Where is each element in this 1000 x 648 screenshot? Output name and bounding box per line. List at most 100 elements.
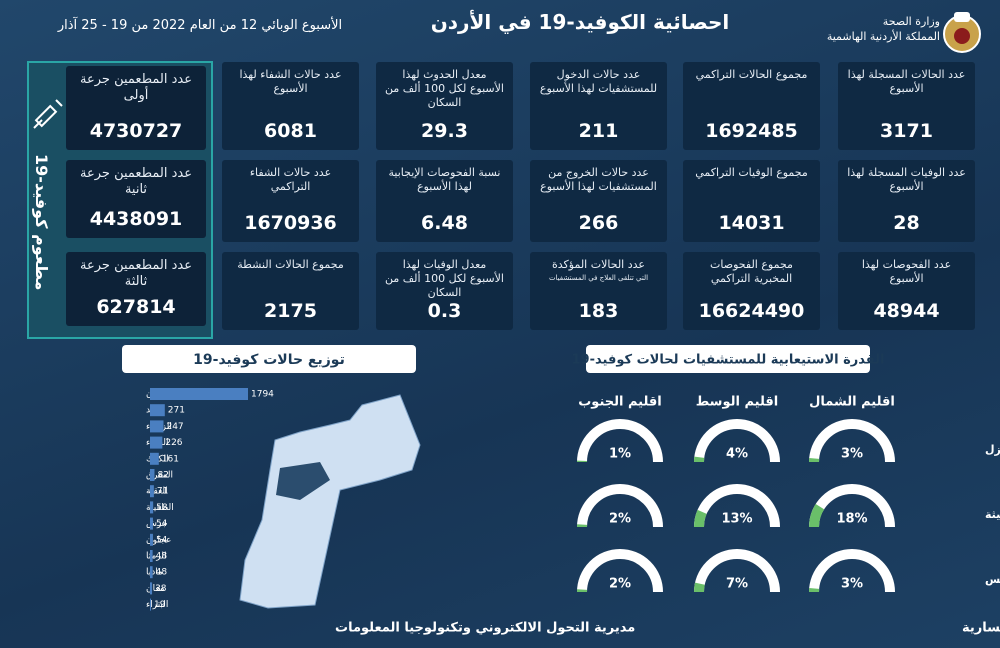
stat-label: معدل الوفيات لهذا الأسبوع لكل 100 ألف من…	[385, 258, 504, 299]
vaccine-label: عدد المطعمين جرعة ثالثة	[80, 258, 192, 289]
stat-label: عدد الحالات المؤكدة	[552, 258, 645, 271]
bar	[150, 388, 248, 400]
section-box	[122, 345, 416, 373]
value-label: 48	[156, 568, 168, 578]
value-label: 19	[154, 600, 166, 610]
ministry-block: وزارة الصحة المملكة الأردنية الهاشمية	[827, 14, 940, 44]
stat-value: 1670936	[244, 212, 337, 234]
gauge-track	[577, 419, 663, 463]
value-label: 38	[155, 584, 167, 594]
footer-left: مديرية التحول الالكتروني وتكنولوجيا المع…	[335, 621, 635, 636]
gauge-title: القدرة الاستيعابية للمستشفيات لحالات كوف…	[572, 353, 885, 368]
bar	[150, 566, 153, 579]
gauge-label: 2%	[609, 577, 631, 592]
row-label: نسبة اشغال اسرة العزل	[985, 443, 1000, 456]
bar	[150, 420, 164, 433]
value-label: 54	[156, 535, 168, 545]
gauge-track	[577, 484, 663, 528]
stat-label: نسبة الفحوصات الإيجابية لهذا الأسبوع	[388, 166, 501, 193]
stat-label: عدد حالات الدخول للمستشفيات لهذا الأسبوع	[539, 68, 658, 95]
gauge-label: 18%	[836, 512, 867, 527]
stat-value: 0.3	[427, 300, 462, 322]
gauge-track	[694, 484, 780, 528]
category-label: البتراء	[146, 600, 168, 610]
stat-card: مجموع الوفيات التراكمي 14031	[683, 160, 820, 242]
vaccine-value: 4438091	[89, 208, 183, 230]
value-label: 54	[156, 519, 168, 529]
bar	[150, 533, 153, 546]
vaccine-value: 627814	[96, 296, 176, 318]
gauge-label: 7%	[726, 577, 748, 592]
emblem	[943, 12, 981, 53]
row-label: نسبة اشغال اسرة العناية الحثيثة	[985, 508, 1000, 521]
value-label: 58	[156, 503, 168, 513]
gauge-label: 2%	[609, 512, 631, 527]
stat-card: عدد حالات الخروج من المستشفيات لهذا الأس…	[530, 160, 667, 242]
stat-note: التي تتلقى العلاج في المستشفيات	[548, 274, 649, 282]
gauge-track	[577, 549, 663, 593]
bar	[150, 452, 159, 465]
gauge-label: 1%	[609, 447, 631, 462]
stat-card: مجموع الحالات التراكمي 1692485	[683, 62, 820, 150]
value-label: 226	[165, 438, 182, 448]
stat-value: 183	[578, 300, 619, 322]
stat-card: عدد حالات الدخول للمستشفيات لهذا الأسبوع…	[530, 62, 667, 150]
stat-label: مجموع الحالات النشطة	[237, 258, 344, 271]
category-label: العقبة	[146, 487, 168, 497]
category-label: مادبا	[146, 568, 163, 578]
map-amman	[276, 462, 330, 500]
stat-label: عدد حالات الشفاء لهذا الأسبوع	[239, 68, 342, 95]
stat-card: مجموع الحالات النشطة 2175	[222, 252, 359, 330]
syringe-icon	[33, 99, 63, 129]
vaccine-label: عدد المطعمين جرعة أولى	[80, 72, 192, 103]
stat-card: معدل الحدوث لهذا الأسبوع لكل 100 ألف من …	[376, 62, 513, 150]
category-label: عجلون	[146, 535, 171, 545]
stat-label: عدد حالات الشفاء التراكمي	[249, 166, 332, 193]
bar	[150, 404, 165, 417]
bar	[150, 469, 155, 481]
stat-value: 14031	[718, 212, 785, 234]
gauge-track	[694, 549, 780, 593]
vaccine-title: مطعوم كوفيد-19	[32, 153, 51, 290]
stat-card: عدد حالات الشفاء لهذا الأسبوع 6081	[222, 62, 359, 150]
bar	[150, 550, 153, 562]
value-label: 71	[157, 487, 168, 497]
row-label: نسبة اشغال اجهزة التنفس	[985, 573, 1000, 586]
stat-label: عدد الفحوصات لهذا الأسبوع	[861, 258, 952, 285]
bar	[150, 582, 153, 595]
region-label: اقليم الوسط	[696, 395, 779, 410]
value-label: 48	[156, 552, 168, 562]
title: احصائية الكوفيد-19 في الأردن	[430, 10, 730, 34]
stat-card: عدد الوفيات المسجلة لهذا الأسبوع 28	[838, 160, 975, 242]
stat-label: عدد الوفيات المسجلة لهذا الأسبوع	[847, 166, 966, 193]
gauge-arc	[694, 509, 707, 528]
stat-label: عدد الحالات المسجلة لهذا الأسبوع	[847, 68, 966, 95]
stat-value: 266	[578, 212, 619, 234]
stat-card: عدد الحالات المسجلة لهذا الأسبوع 3171	[838, 62, 975, 150]
vaccine-label: عدد المطعمين جرعة ثانية	[80, 166, 192, 197]
bar	[150, 485, 154, 498]
stat-label: مجموع الحالات التراكمي	[695, 68, 808, 81]
stat-value: 16624490	[698, 300, 805, 322]
bar	[150, 501, 154, 514]
stat-value: 48944	[873, 300, 940, 322]
stat-label: عدد حالات الخروج من المستشفيات لهذا الأس…	[540, 166, 657, 193]
stat-value: 29.3	[421, 120, 468, 142]
stat-value: 3171	[880, 120, 933, 142]
gauge-label: 13%	[721, 512, 752, 527]
gauge-arc	[694, 582, 705, 593]
stat-card: عدد حالات الشفاء التراكمي 1670936	[222, 160, 359, 242]
stat-value: 1692485	[705, 120, 798, 142]
gauge-track	[809, 419, 895, 463]
section-box	[586, 345, 870, 373]
stat-card: عدد الفحوصات لهذا الأسبوع 48944	[838, 252, 975, 330]
bar	[150, 517, 153, 530]
gauge-track	[694, 419, 780, 463]
gauge-label: 3%	[841, 447, 863, 462]
stat-card: نسبة الفحوصات الإيجابية لهذا الأسبوع 6.48	[376, 160, 513, 242]
category-label: جرش	[146, 519, 168, 529]
stat-label: معدل الحدوث لهذا الأسبوع لكل 100 ألف من …	[385, 68, 504, 109]
gauge-label: 3%	[841, 577, 863, 592]
category-label: الطفيلة	[146, 503, 174, 513]
